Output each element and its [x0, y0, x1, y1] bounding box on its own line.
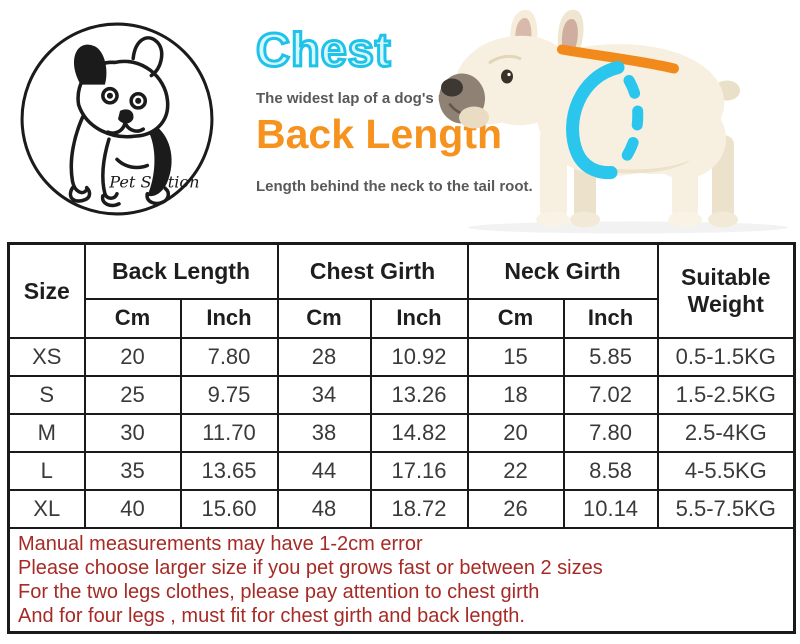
neck-cm-cell: 26 — [466, 488, 565, 529]
back-cm-cell: 30 — [83, 412, 182, 453]
weight-cell: 2.5-4KG — [656, 412, 796, 453]
chest-cm-cell: 34 — [276, 374, 372, 415]
header-neck-inch: Inch — [562, 297, 659, 339]
chest-inch-cell: 18.72 — [369, 488, 469, 529]
weight-cell: 1.5-2.5KG — [656, 374, 796, 415]
note-line: Please choose larger size if you pet gro… — [18, 556, 603, 579]
weight-cell: 4-5.5KG — [656, 450, 796, 491]
weight-cell: 5.5-7.5KG — [656, 488, 796, 529]
size-cell: L — [7, 450, 86, 491]
weight-cell: 0.5-1.5KG — [656, 336, 796, 377]
neck-inch-cell: 5.85 — [562, 336, 659, 377]
back-cm-cell: 35 — [83, 450, 182, 491]
table-row-s: S 25 9.75 34 13.26 18 7.02 1.5-2.5KG — [7, 374, 796, 415]
french-bulldog-icon — [439, 9, 788, 234]
chest-cm-cell: 44 — [276, 450, 372, 491]
neck-cm-cell: 18 — [466, 374, 565, 415]
bulldog-logo-icon: Pet Station — [20, 22, 214, 216]
header-neck-cm: Cm — [466, 297, 565, 339]
chest-girth-measure-mark — [566, 61, 625, 180]
neck-inch-cell: 7.02 — [562, 374, 659, 415]
header-neck-girth: Neck Girth — [466, 242, 659, 300]
note-line: And for four legs , must fit for chest g… — [18, 604, 525, 627]
logo-brand-text: Pet Station — [108, 173, 199, 192]
header-back-inch: Inch — [179, 297, 279, 339]
neck-cm-cell: 15 — [466, 336, 565, 377]
back-length-measure-mark — [557, 44, 679, 74]
chest-inch-cell: 17.16 — [369, 450, 469, 491]
note-line: Manual measurements may have 1-2cm error — [18, 532, 423, 555]
neck-inch-cell: 7.80 — [562, 412, 659, 453]
back-inch-cell: 13.65 — [179, 450, 279, 491]
table-row-xl: XL 40 15.60 48 18.72 26 10.14 5.5-7.5KG — [7, 488, 796, 529]
back-inch-cell: 7.80 — [179, 336, 279, 377]
table-header-row: Size Back Length Chest Girth Neck Girth … — [7, 242, 796, 339]
header-chest-girth: Chest Girth — [276, 242, 469, 300]
neck-cm-cell: 22 — [466, 450, 565, 491]
neck-cm-cell: 20 — [466, 412, 565, 453]
back-length-description: Length behind the neck to the tail root. — [256, 178, 533, 195]
chest-title: Chest — [255, 23, 393, 76]
size-cell: XL — [7, 488, 86, 529]
size-cell: M — [7, 412, 86, 453]
size-cell: XS — [7, 336, 86, 377]
table-row-xs: XS 20 7.80 28 10.92 15 5.85 0.5-1.5KG — [7, 336, 796, 377]
header-size: Size — [7, 242, 86, 339]
header-back-length: Back Length — [83, 242, 279, 300]
dog-photo-figure — [428, 0, 800, 238]
table-row-l: L 35 13.65 44 17.16 22 8.58 4-5.5KG — [7, 450, 796, 491]
back-cm-cell: 20 — [83, 336, 182, 377]
back-inch-cell: 11.70 — [179, 412, 279, 453]
note-line: For the two legs clothes, please pay att… — [18, 580, 540, 603]
back-inch-cell: 9.75 — [179, 374, 279, 415]
size-table: Size Back Length Chest Girth Neck Girth … — [7, 242, 797, 634]
chest-cm-cell: 38 — [276, 412, 372, 453]
chest-cm-cell: 48 — [276, 488, 372, 529]
table-unit-row: Cm Inch Cm Inch Cm Inch — [9, 297, 795, 339]
back-cm-cell: 25 — [83, 374, 182, 415]
size-cell: S — [7, 374, 86, 415]
header-chest-inch: Inch — [369, 297, 469, 339]
brand-logo: Pet Station — [16, 18, 218, 220]
table-row-m: M 30 11.70 38 14.82 20 7.80 2.5-4KG — [7, 412, 796, 453]
chest-inch-cell: 13.26 — [369, 374, 469, 415]
table-notes-row: Manual measurements may have 1-2cm error… — [7, 526, 796, 633]
back-cm-cell: 40 — [83, 488, 182, 529]
header-back-cm: Cm — [83, 297, 182, 339]
chest-girth-dashed-mark — [621, 75, 644, 161]
header-suitable-weight: Suitable Weight — [656, 242, 796, 339]
back-inch-cell: 15.60 — [179, 488, 279, 529]
chest-cm-cell: 28 — [276, 336, 372, 377]
chest-inch-cell: 14.82 — [369, 412, 469, 453]
neck-inch-cell: 10.14 — [562, 488, 659, 529]
header-chest-cm: Cm — [276, 297, 372, 339]
chest-inch-cell: 10.92 — [369, 336, 469, 377]
neck-inch-cell: 8.58 — [562, 450, 659, 491]
measurement-notes: Manual measurements may have 1-2cm error… — [7, 526, 796, 633]
